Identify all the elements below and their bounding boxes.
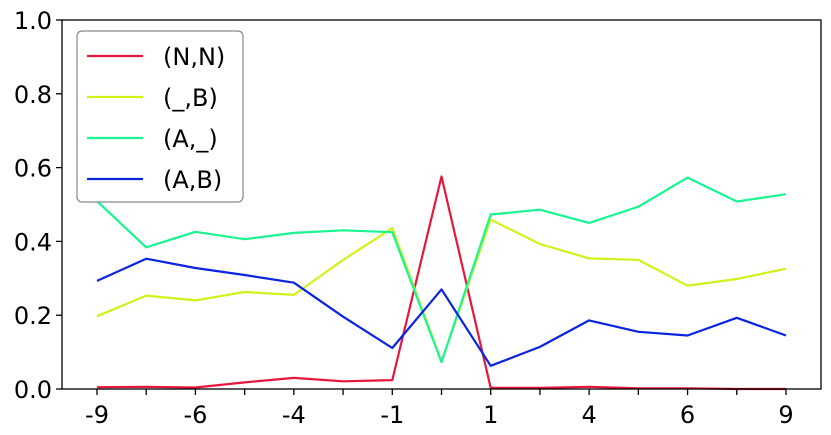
legend-box	[76, 30, 244, 203]
y-tick-label: 0.4	[14, 228, 52, 256]
y-tick-label: 0.0	[14, 376, 52, 404]
x-tick-label: 9	[778, 401, 793, 429]
x-axis: -9 -6 -4 -1 1 4 6 9	[85, 389, 794, 429]
y-tick-label: 0.6	[14, 155, 52, 183]
legend-label-2: (A,_)	[163, 125, 218, 153]
y-tick-label: 1.0	[14, 7, 52, 35]
series-line-2	[96, 176, 787, 364]
x-tick-label: 1	[483, 401, 498, 429]
x-tick-label: -4	[282, 401, 306, 429]
legend-label-0: (N,N)	[163, 43, 225, 71]
x-tick-label: 4	[582, 401, 597, 429]
x-tick-label: -1	[380, 401, 404, 429]
x-tick-label: -9	[85, 401, 109, 429]
x-tick-label: 6	[680, 401, 695, 429]
series-layer	[96, 175, 787, 391]
legend-label-1: (_,B)	[163, 84, 218, 112]
y-axis: 0.0 0.2 0.4 0.6 0.8 1.0	[14, 7, 62, 404]
x-tick-label: -6	[183, 401, 207, 429]
series-line-3	[96, 257, 787, 367]
legend: (N,N) (_,B) (A,_) (A,B)	[76, 30, 244, 203]
y-tick-label: 0.8	[14, 81, 52, 109]
legend-label-3: (A,B)	[163, 166, 222, 194]
y-tick-label: 0.2	[14, 302, 52, 330]
series-line-0	[96, 175, 786, 391]
